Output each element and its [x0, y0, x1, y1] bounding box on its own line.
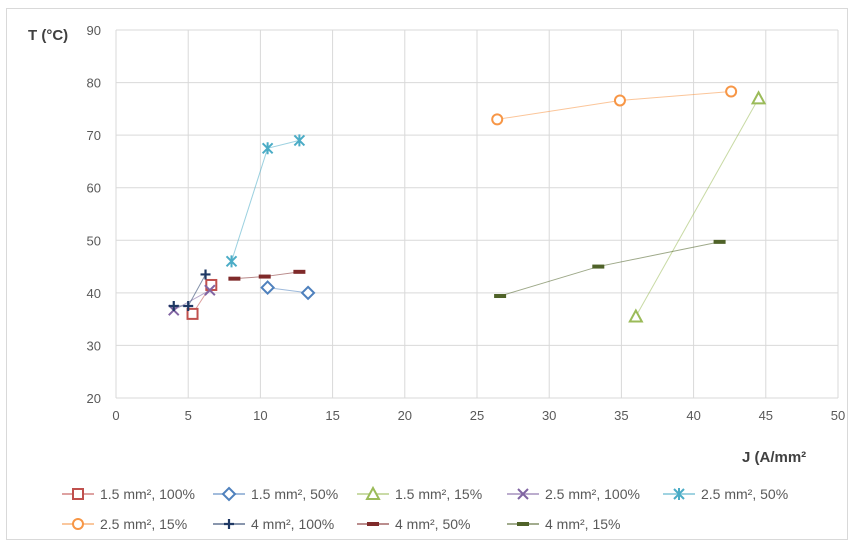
y-tick-label: 50	[87, 233, 101, 248]
y-tick-label: 70	[87, 128, 101, 143]
y-tick-label: 80	[87, 76, 101, 91]
legend-label: 4 mm², 50%	[395, 516, 470, 532]
series-6	[491, 85, 738, 126]
data-point	[293, 269, 306, 274]
data-point	[713, 239, 726, 244]
x-tick-label: 0	[112, 408, 119, 423]
series-line	[267, 287, 309, 294]
legend-marker	[365, 485, 381, 500]
series-9	[494, 239, 726, 299]
legend-item: 1.5 mm², 100%	[62, 486, 195, 502]
series-layer	[168, 85, 767, 323]
legend-marker	[221, 486, 237, 502]
data-point	[200, 269, 211, 280]
x-tick-label: 15	[325, 408, 339, 423]
series-line	[231, 139, 300, 262]
y-tick-label: 40	[87, 286, 101, 301]
tick-labels: 20 30 40 50 60 70 80 90 0 5 10 15 20 25 30 35 40 45 50	[87, 23, 846, 423]
data-point	[168, 301, 179, 311]
legend: 1.5 mm², 100% 1.5 mm², 50% 1.5 mm², 15% 2.5…	[62, 485, 788, 532]
x-tick-label: 30	[542, 408, 556, 423]
data-point	[228, 276, 241, 281]
legend-item: 1.5 mm², 50%	[213, 486, 338, 502]
legend-item: 4 mm², 50%	[357, 516, 470, 532]
x-tick-label: 35	[614, 408, 628, 423]
legend-label: 1.5 mm², 15%	[395, 486, 482, 502]
legend-label: 1.5 mm², 100%	[100, 486, 195, 502]
y-axis-title: T (°C)	[28, 27, 68, 44]
y-tick-label: 90	[87, 23, 101, 38]
legend-item: 4 mm², 15%	[507, 516, 620, 532]
legend-label: 2.5 mm², 15%	[100, 516, 187, 532]
y-tick-label: 30	[87, 338, 101, 353]
x-tick-label: 5	[185, 408, 192, 423]
data-point	[592, 264, 605, 269]
data-point	[260, 280, 276, 296]
x-tick-label: 45	[759, 408, 773, 423]
x-axis-title: J (A/mm²	[742, 449, 806, 466]
data-point	[261, 142, 274, 155]
y-tick-label: 60	[87, 181, 101, 196]
legend-marker	[517, 488, 529, 500]
data-point	[300, 285, 316, 301]
data-point	[225, 255, 238, 268]
legend-marker	[673, 488, 685, 500]
series-line	[497, 91, 732, 120]
x-tick-label: 40	[686, 408, 700, 423]
x-tick-label: 10	[253, 408, 267, 423]
data-point	[186, 307, 199, 320]
data-point	[494, 294, 507, 299]
legend-label: 2.5 mm², 50%	[701, 486, 788, 502]
legend-marker	[72, 488, 84, 500]
series-line	[635, 98, 760, 317]
data-point	[750, 90, 767, 105]
legend-marker	[517, 522, 529, 526]
data-point	[613, 94, 626, 107]
grid-layer	[115, 29, 839, 399]
data-point	[293, 134, 306, 147]
data-point	[183, 301, 194, 311]
series-3	[628, 90, 767, 323]
series-8	[228, 269, 306, 281]
legend-label: 4 mm², 15%	[545, 516, 620, 532]
data-point	[258, 274, 271, 279]
x-tick-label: 25	[470, 408, 484, 423]
chart-frame	[6, 8, 848, 540]
series-7	[168, 269, 211, 311]
legend-label: 1.5 mm², 50%	[251, 486, 338, 502]
legend-item: 1.5 mm², 15%	[357, 485, 482, 502]
legend-label: 4 mm², 100%	[251, 516, 334, 532]
series-line	[499, 241, 720, 297]
data-point	[628, 308, 644, 323]
data-point	[204, 284, 216, 296]
x-tick-label: 20	[398, 408, 412, 423]
legend-marker	[224, 519, 234, 529]
legend-item: 2.5 mm², 50%	[663, 486, 788, 502]
legend-item: 4 mm², 100%	[213, 516, 334, 532]
data-point	[491, 113, 504, 126]
legend-label: 2.5 mm², 100%	[545, 486, 640, 502]
series-2	[260, 280, 316, 301]
y-tick-label: 20	[87, 391, 101, 406]
x-tick-label: 50	[831, 408, 845, 423]
data-point	[725, 85, 738, 98]
legend-item: 2.5 mm², 15%	[62, 516, 187, 532]
legend-item: 2.5 mm², 100%	[507, 486, 640, 502]
legend-marker	[367, 522, 379, 526]
legend-marker	[72, 518, 84, 530]
series-5	[225, 134, 306, 268]
